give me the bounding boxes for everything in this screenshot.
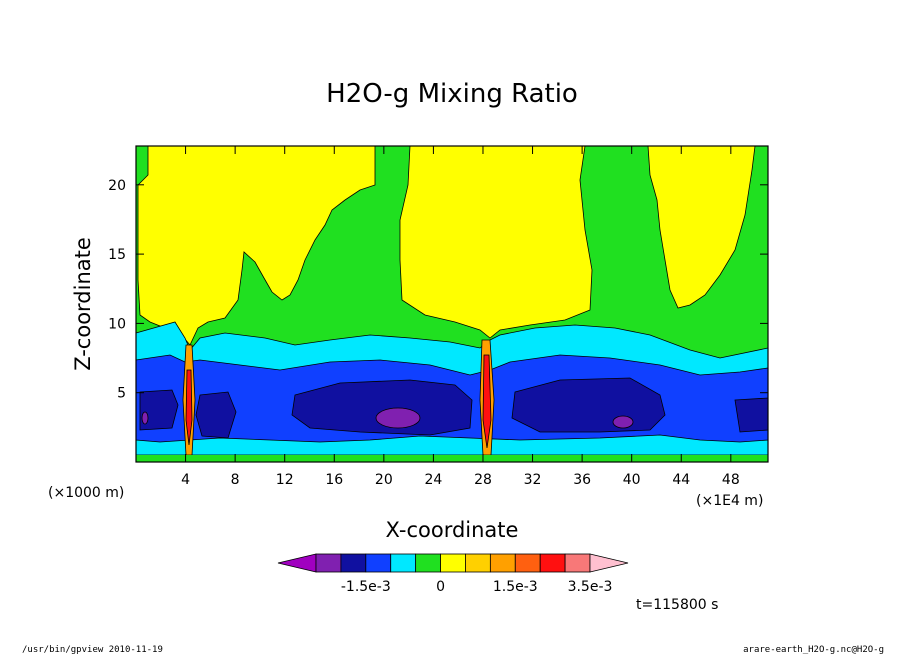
colorbar-swatch xyxy=(465,553,491,573)
x-tick-label: 16 xyxy=(325,472,343,488)
y-tick-label: 15 xyxy=(108,247,126,263)
colorbar-swatch xyxy=(415,553,441,573)
x-tick-label: 28 xyxy=(474,472,492,488)
colorbar-swatch xyxy=(489,553,516,573)
colorbar-swatch xyxy=(340,553,367,573)
y-unit-note: (×1000 m) xyxy=(48,485,124,501)
footer-left: /usr/bin/gpview 2010-11-19 xyxy=(22,645,163,654)
x-axis-label: X-coordinate xyxy=(386,518,519,542)
contour-field xyxy=(135,145,769,462)
colorbar-label: -1.5e-3 xyxy=(341,579,391,595)
colorbar-swatch xyxy=(365,553,392,573)
colorbar-swatch xyxy=(514,553,541,573)
colorbar-labels: -1.5e-3 0 1.5e-3 3.5e-3 xyxy=(341,579,613,595)
x-tick-label: 44 xyxy=(672,472,690,488)
x-tick-label: 8 xyxy=(231,472,240,488)
y-tick-label: 5 xyxy=(117,386,126,402)
footer-right: arare-earth_H2O-g.nc@H2O-g xyxy=(743,645,884,654)
x-unit-note: (×1E4 m) xyxy=(696,493,763,509)
x-tick-label: 32 xyxy=(524,472,542,488)
colorbar-swatch xyxy=(564,553,591,573)
colorbar-arrow-low xyxy=(277,553,317,573)
colorbar-swatch xyxy=(440,553,466,573)
colorbar-arrow-high xyxy=(589,553,629,573)
y-tick-label: 20 xyxy=(108,178,126,194)
colorbar xyxy=(277,553,629,573)
x-tick-label: 36 xyxy=(573,472,591,488)
x-tick-label: 20 xyxy=(375,472,393,488)
x-axis-ticks: 4 8 12 16 20 24 28 32 36 40 44 48 xyxy=(181,146,740,488)
colorbar-swatch xyxy=(390,553,417,573)
chart-title: H2O-g Mixing Ratio xyxy=(326,79,578,109)
y-tick-label: 10 xyxy=(108,316,126,332)
colorbar-label: 0 xyxy=(436,579,445,595)
colorbar-swatch xyxy=(539,553,566,573)
colorbar-label: 3.5e-3 xyxy=(568,579,613,595)
time-label: t=115800 s xyxy=(636,597,718,613)
x-tick-label: 12 xyxy=(276,472,294,488)
y-axis-label: Z-coordinate xyxy=(71,237,95,371)
x-tick-label: 24 xyxy=(424,472,442,488)
x-tick-label: 48 xyxy=(722,472,740,488)
colorbar-label: 1.5e-3 xyxy=(493,579,538,595)
x-tick-label: 4 xyxy=(181,472,190,488)
y-axis-ticks: 5 10 15 20 xyxy=(108,178,768,402)
x-tick-label: 40 xyxy=(623,472,641,488)
colorbar-swatch xyxy=(315,553,342,573)
